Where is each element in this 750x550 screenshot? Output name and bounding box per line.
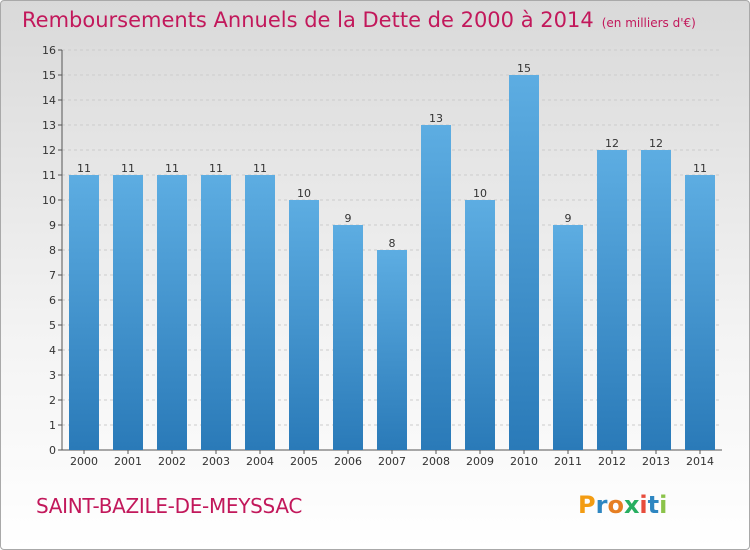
- bar-2014: [685, 175, 715, 450]
- value-label-2012: 12: [605, 137, 619, 150]
- x-tick-label-2000: 2000: [70, 455, 98, 468]
- bar-2002: [157, 175, 187, 450]
- proxiti-logo: Proxiti: [578, 491, 667, 519]
- bar-2007: [377, 250, 407, 450]
- logo-letter: P: [578, 491, 596, 519]
- chart-subtitle: (en milliers d'€): [601, 16, 696, 30]
- x-tick-label-2014: 2014: [686, 455, 714, 468]
- y-tick-label-16: 16: [42, 44, 56, 57]
- x-tick-label-2007: 2007: [378, 455, 406, 468]
- value-label-2001: 11: [121, 162, 135, 175]
- y-tick-label-1: 1: [49, 419, 56, 432]
- x-tick-label-2009: 2009: [466, 455, 494, 468]
- y-tick-label-8: 8: [49, 244, 56, 257]
- bars: [69, 75, 715, 450]
- bar-2000: [69, 175, 99, 450]
- value-label-2010: 15: [517, 62, 531, 75]
- bar-2001: [113, 175, 143, 450]
- bar-2009: [465, 200, 495, 450]
- logo-letter: x: [623, 491, 640, 519]
- y-tick-label-14: 14: [42, 94, 56, 107]
- y-tick-label-10: 10: [42, 194, 56, 207]
- bar-2006: [333, 225, 363, 450]
- x-tick-label-2011: 2011: [554, 455, 582, 468]
- x-tick-label-2004: 2004: [246, 455, 274, 468]
- value-label-2000: 11: [77, 162, 91, 175]
- y-tick-label-4: 4: [49, 344, 56, 357]
- value-label-2003: 11: [209, 162, 223, 175]
- y-tick-label-2: 2: [49, 394, 56, 407]
- chart-title: Remboursements Annuels de la Dette de 20…: [22, 8, 696, 32]
- y-tick-label-0: 0: [49, 444, 56, 457]
- logo-letter: i: [639, 491, 648, 519]
- y-tick-label-9: 9: [49, 219, 56, 232]
- value-label-2005: 10: [297, 187, 311, 200]
- y-tick-label-3: 3: [49, 369, 56, 382]
- x-tick-label-2003: 2003: [202, 455, 230, 468]
- logo-letter: r: [595, 491, 608, 519]
- labels: 11 2000 11 2001 11 2002 11 2003 11 2004 10 2005 9 200…: [70, 62, 714, 468]
- value-label-2007: 8: [389, 237, 396, 250]
- y-tick-label-13: 13: [42, 119, 56, 132]
- y-tick-label-11: 11: [42, 169, 56, 182]
- logo-letter: i: [659, 491, 668, 519]
- x-tick-label-2013: 2013: [642, 455, 670, 468]
- value-label-2006: 9: [345, 212, 352, 225]
- y-tick-label-7: 7: [49, 269, 56, 282]
- y-tick-label-6: 6: [49, 294, 56, 307]
- value-label-2008: 13: [429, 112, 443, 125]
- bar-2010: [509, 75, 539, 450]
- x-tick-label-2002: 2002: [158, 455, 186, 468]
- bar-2005: [289, 200, 319, 450]
- x-tick-label-2005: 2005: [290, 455, 318, 468]
- bar-2003: [201, 175, 231, 450]
- commune-name: SAINT-BAZILE-DE-MEYSSAC: [36, 494, 303, 518]
- bar-2008: [421, 125, 451, 450]
- y-tick-label-12: 12: [42, 144, 56, 157]
- bar-2012: [597, 150, 627, 450]
- bar-2004: [245, 175, 275, 450]
- value-label-2009: 10: [473, 187, 487, 200]
- value-label-2002: 11: [165, 162, 179, 175]
- x-tick-label-2006: 2006: [334, 455, 362, 468]
- chart-title-text: Remboursements Annuels de la Dette de 20…: [22, 8, 594, 32]
- x-tick-label-2012: 2012: [598, 455, 626, 468]
- y-tick-label-5: 5: [49, 319, 56, 332]
- x-tick-label-2008: 2008: [422, 455, 450, 468]
- value-label-2004: 11: [253, 162, 267, 175]
- bar-2011: [553, 225, 583, 450]
- x-tick-label-2001: 2001: [114, 455, 142, 468]
- value-label-2013: 12: [649, 137, 663, 150]
- logo-letter: o: [607, 491, 624, 519]
- logo-letter: t: [647, 491, 660, 519]
- value-label-2011: 9: [565, 212, 572, 225]
- value-label-2014: 11: [693, 162, 707, 175]
- bar-2013: [641, 150, 671, 450]
- x-tick-label-2010: 2010: [510, 455, 538, 468]
- y-tick-label-15: 15: [42, 69, 56, 82]
